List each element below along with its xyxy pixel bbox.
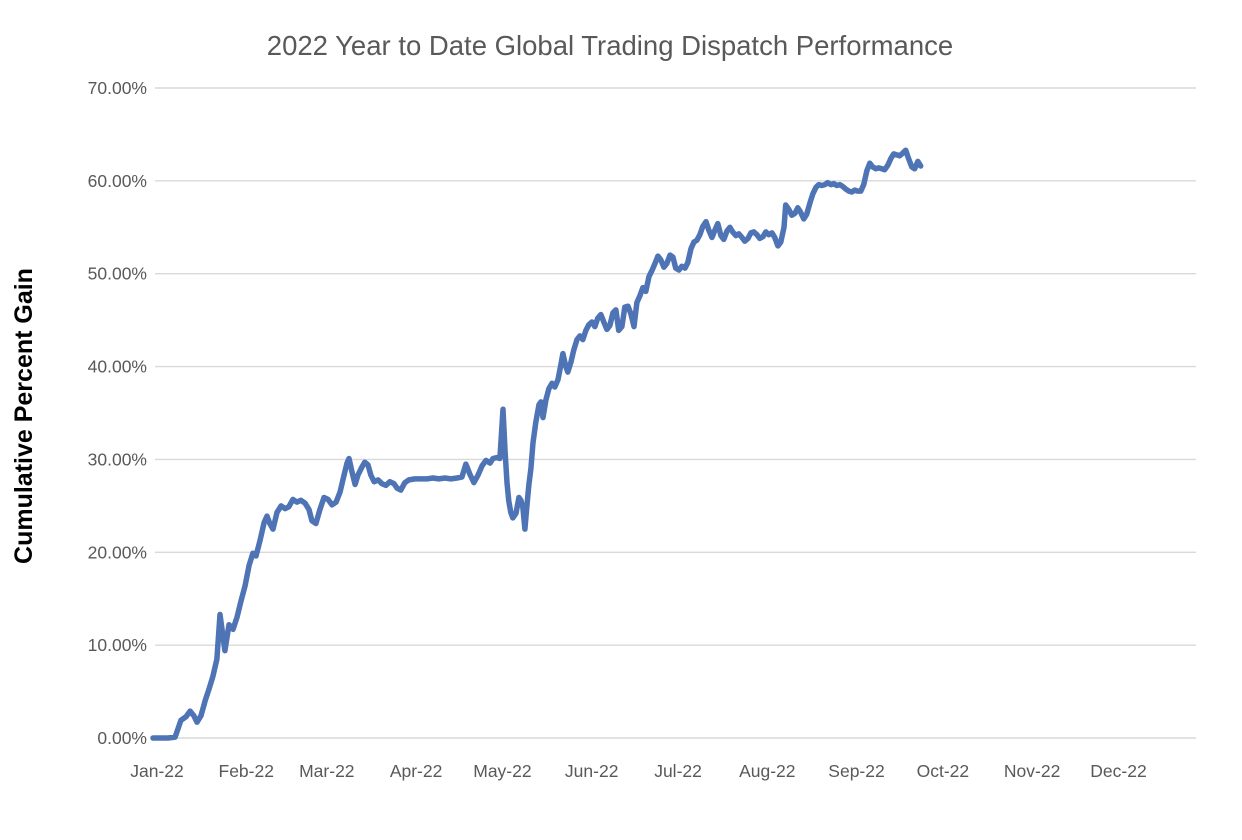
- chart-title: 2022 Year to Date Global Trading Dispatc…: [267, 30, 953, 61]
- x-tick-label: Oct-22: [917, 761, 970, 781]
- x-tick-label: Dec-22: [1090, 761, 1146, 781]
- y-tick-label: 30.00%: [88, 449, 147, 469]
- x-tick-label: Mar-22: [299, 761, 354, 781]
- x-tick-label: Jun-22: [565, 761, 619, 781]
- y-tick-label: 50.00%: [88, 264, 147, 284]
- x-tick-label: May-22: [473, 761, 531, 781]
- y-tick-label: 20.00%: [88, 542, 147, 562]
- x-tick-label: Aug-22: [739, 761, 795, 781]
- cumulative-gain-line: [150, 147, 924, 741]
- gridlines-group: [155, 87, 1196, 739]
- x-tick-label: Jul-22: [654, 761, 702, 781]
- x-tick-label: Jan-22: [130, 761, 184, 781]
- x-tick-label: Sep-22: [828, 761, 884, 781]
- y-tick-label: 60.00%: [88, 171, 147, 191]
- y-axis-tick-labels: 0.00% 10.00% 20.00% 30.00% 40.00% 50.00% 60.00…: [88, 78, 147, 748]
- y-tick-label: 10.00%: [88, 635, 147, 655]
- x-tick-label: Feb-22: [219, 761, 274, 781]
- y-tick-label: 40.00%: [88, 357, 147, 377]
- y-tick-label: 0.00%: [97, 728, 147, 748]
- x-axis-tick-labels: Jan-22 Feb-22 Mar-22 Apr-22 May-22 Jun-22 Jul-…: [130, 761, 1146, 781]
- y-axis-title: Cumulative Percent Gain: [10, 268, 38, 564]
- x-tick-label: Nov-22: [1004, 761, 1060, 781]
- x-tick-label: Apr-22: [390, 761, 443, 781]
- y-tick-label: 70.00%: [88, 78, 147, 98]
